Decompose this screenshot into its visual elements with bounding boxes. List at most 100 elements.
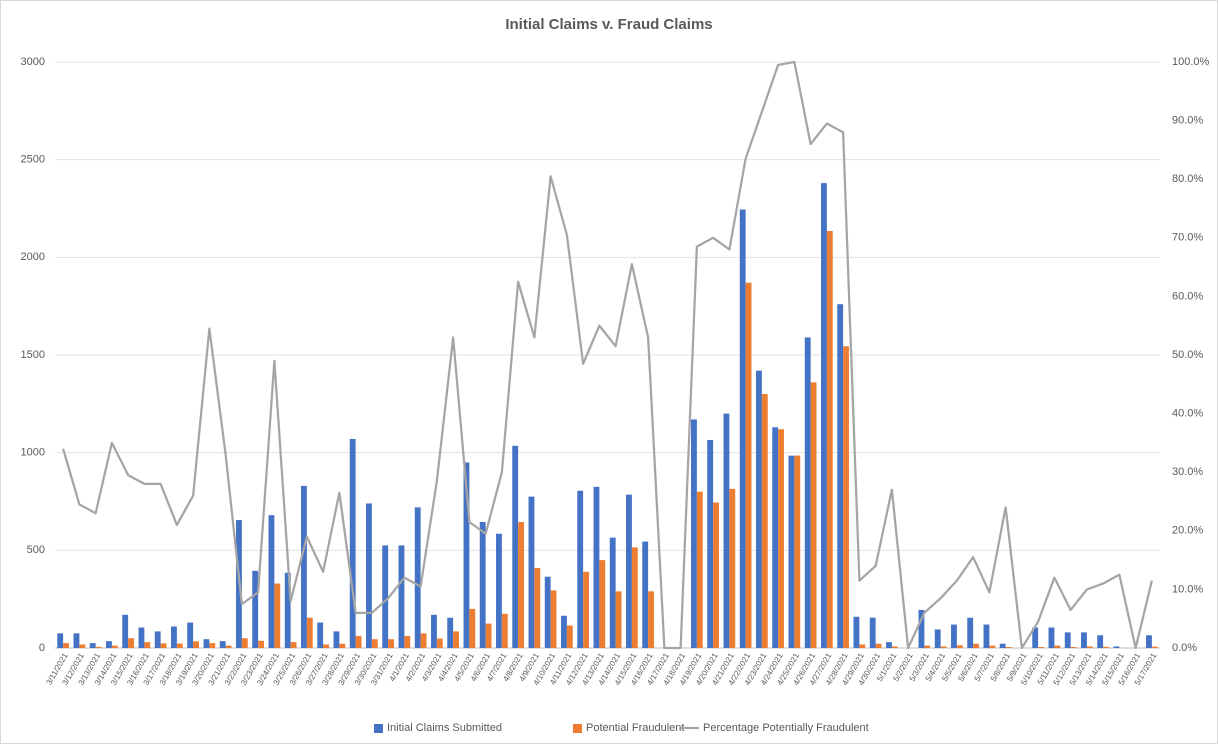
y2-tick-label: 90.0%: [1172, 115, 1203, 127]
bar: [723, 413, 730, 648]
bar: [891, 646, 898, 648]
bar: [1086, 646, 1093, 648]
bar: [843, 346, 849, 648]
bar: [1032, 627, 1039, 648]
bar: [924, 645, 931, 648]
y-tick-label: 1000: [21, 447, 45, 459]
bar: [398, 545, 405, 648]
y2-tick-label: 60.0%: [1172, 290, 1203, 302]
bar: [804, 337, 811, 648]
chart-title: Initial Claims v. Fraud Claims: [505, 16, 712, 33]
bar: [317, 622, 324, 648]
bar: [577, 490, 584, 648]
bar: [89, 643, 96, 648]
bar: [956, 645, 963, 648]
bar: [934, 629, 941, 648]
bar: [138, 627, 145, 648]
bar: [388, 639, 394, 648]
bar: [144, 642, 151, 648]
bar: [339, 643, 346, 648]
bar: [431, 614, 437, 648]
bar: [983, 624, 990, 648]
y-tick-label: 500: [27, 544, 45, 556]
y2-tick-label: 10.0%: [1172, 583, 1203, 595]
bar: [73, 633, 80, 648]
bar: [826, 230, 833, 649]
y2-tick-label: 0.0%: [1172, 642, 1197, 654]
bar: [79, 644, 86, 648]
bar: [534, 567, 541, 648]
bar: [761, 394, 768, 648]
bar: [1038, 647, 1044, 648]
bar: [642, 541, 649, 648]
y-tick-label: 2500: [21, 154, 45, 166]
bar: [154, 631, 161, 648]
y2-tick-label: 100.0%: [1172, 56, 1210, 68]
bar: [463, 462, 470, 648]
y2-tick-label: 20.0%: [1172, 525, 1203, 537]
bar: [193, 641, 199, 648]
y2-tick-label: 80.0%: [1172, 173, 1203, 185]
bar: [301, 485, 307, 648]
bar: [869, 617, 876, 648]
bar: [518, 522, 524, 648]
legend-label: Initial Claims Submitted: [387, 722, 502, 734]
bar: [268, 515, 275, 648]
bar: [713, 502, 719, 648]
bar: [1113, 646, 1120, 648]
bar: [349, 438, 356, 648]
bar: [209, 643, 216, 648]
bar: [111, 645, 118, 648]
bar: [745, 282, 752, 648]
bar: [1103, 646, 1109, 648]
bar: [187, 622, 194, 648]
bar: [967, 617, 974, 648]
bar: [788, 455, 795, 648]
bar: [583, 571, 589, 648]
bar: [469, 608, 476, 648]
bar: [160, 643, 167, 648]
bar: [1151, 646, 1158, 648]
bar: [128, 638, 134, 648]
bar: [853, 616, 860, 648]
legend-swatch: [573, 724, 582, 733]
y2-tick-label: 50.0%: [1172, 349, 1203, 361]
bar: [274, 583, 281, 648]
bar: [886, 642, 892, 648]
bar: [436, 638, 443, 648]
bar: [951, 624, 957, 648]
bar: [550, 590, 557, 648]
bar: [203, 639, 210, 648]
bar: [447, 617, 454, 648]
bar: [810, 382, 817, 648]
bar: [371, 639, 378, 648]
bar: [918, 609, 925, 648]
bar: [1146, 635, 1152, 648]
bar: [122, 614, 129, 648]
bar: [453, 631, 459, 648]
bar: [566, 625, 573, 648]
legend-label: Potential Fraudulent: [586, 722, 684, 734]
bar: [729, 488, 736, 648]
bar: [544, 576, 551, 648]
bar: [859, 644, 866, 648]
bar: [241, 638, 248, 648]
line: [62, 60, 1153, 650]
bar: [106, 641, 112, 648]
bar: [420, 633, 427, 648]
bar: [333, 631, 340, 648]
y2-tick-label: 30.0%: [1172, 466, 1203, 478]
bar: [496, 533, 502, 648]
bar: [1048, 627, 1055, 648]
y-tick-label: 3000: [21, 56, 45, 68]
bar: [290, 642, 297, 648]
legend-swatch: [374, 724, 383, 733]
bar: [1054, 645, 1061, 648]
bar: [366, 503, 372, 648]
bar: [404, 635, 411, 648]
bar: [176, 643, 183, 648]
bar: [626, 494, 632, 648]
y-tick-label: 0: [39, 642, 45, 654]
